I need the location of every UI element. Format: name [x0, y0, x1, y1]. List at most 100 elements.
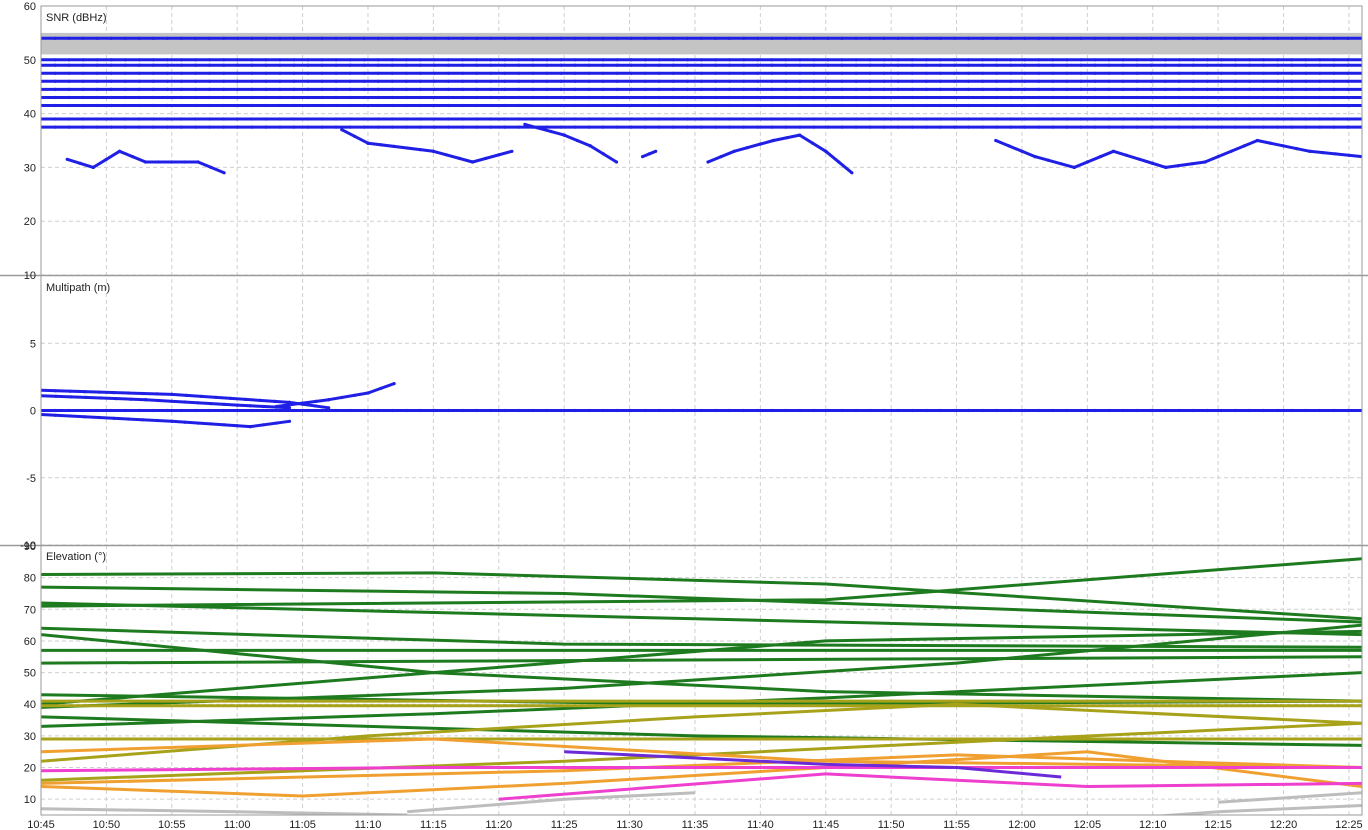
snr-point: [826, 71, 830, 75]
snr-point: [292, 87, 296, 91]
y-tick-label: 60: [24, 636, 36, 648]
elevation-series-7: [41, 655, 1362, 665]
snr-point: [432, 103, 437, 108]
snr-point: [882, 87, 886, 91]
snr-point: [390, 95, 394, 100]
snr-point: [123, 103, 127, 108]
multipath-point: [1304, 408, 1308, 413]
multipath-point: [209, 402, 213, 406]
snr-point: [1219, 125, 1224, 129]
snr-point: [671, 87, 676, 91]
x-tick-label: 12:10: [1139, 819, 1167, 830]
snr-point: [1065, 95, 1069, 100]
snr-point: [1276, 36, 1280, 40]
snr-point: [882, 95, 886, 100]
snr-point: [910, 125, 914, 129]
multipath-point: [114, 397, 118, 401]
snr-point: [418, 58, 422, 62]
snr-point: [924, 125, 929, 129]
snr-point: [770, 95, 774, 100]
snr-point: [924, 71, 929, 75]
snr-point: [1023, 58, 1027, 62]
snr-point: [1248, 79, 1252, 83]
plot-border: [40, 5, 1363, 816]
elevation-series-17: [41, 721, 1362, 782]
snr-point: [714, 117, 718, 121]
snr-point: [418, 117, 422, 121]
snr-point: [573, 63, 577, 67]
snr-point: [418, 87, 422, 91]
snr-point: [601, 103, 605, 108]
snr-point: [559, 87, 563, 91]
snr-point: [1093, 58, 1097, 62]
multipath-point: [97, 415, 101, 420]
snr-point: [517, 103, 521, 108]
snr-point: [517, 87, 521, 91]
multipath-point: [274, 421, 278, 425]
snr-point: [910, 63, 914, 67]
snr-point: [728, 117, 732, 121]
multipath-point: [184, 393, 189, 397]
multipath-point: [68, 414, 72, 418]
snr-point: [264, 95, 268, 100]
snr-point: [1290, 125, 1294, 129]
snr-point: [222, 71, 226, 75]
snr-point: [784, 117, 788, 121]
snr-point: [1233, 58, 1238, 62]
snr-point: [798, 125, 802, 129]
y-tick-label: 5: [30, 338, 36, 350]
snr-point: [53, 95, 57, 100]
snr-point: [123, 63, 127, 67]
snr-point: [376, 63, 380, 67]
elevation-series-2: [41, 557, 1362, 608]
snr-point: [1093, 63, 1097, 67]
snr-point: [1107, 36, 1111, 40]
snr-point: [1248, 125, 1252, 129]
snr-point: [629, 36, 633, 40]
snr-point: [250, 36, 254, 40]
snr-point: [1033, 155, 1037, 159]
snr-point: [629, 87, 633, 91]
snr-point: [629, 125, 633, 129]
snr-point: [222, 95, 226, 100]
snr-point: [896, 87, 900, 91]
snr-point: [1290, 79, 1294, 83]
snr-point: [334, 58, 338, 62]
snr-point: [1065, 117, 1069, 121]
snr-point: [1037, 79, 1041, 83]
snr-point: [1262, 71, 1266, 75]
snr-point: [137, 125, 141, 129]
multipath-point: [882, 408, 886, 413]
snr-point: [1009, 63, 1013, 67]
snr-point: [868, 58, 872, 62]
snr-point: [1009, 95, 1013, 100]
multipath-point: [840, 408, 844, 413]
multipath-point: [798, 408, 802, 413]
snr-point: [236, 79, 240, 83]
snr-point: [770, 79, 774, 83]
multipath-point: [235, 403, 239, 407]
snr-point: [587, 63, 591, 67]
snr-point: [1149, 79, 1153, 83]
multipath-point: [587, 408, 591, 413]
elevation-series-21: [41, 766, 1362, 773]
snr-point: [432, 87, 437, 91]
snr-point: [137, 58, 141, 62]
snr-point: [1304, 117, 1308, 121]
snr-point: [685, 95, 690, 100]
snr-point: [196, 160, 200, 164]
multipath-point: [559, 408, 563, 413]
snr-point: [53, 36, 57, 40]
snr-point: [910, 71, 914, 75]
snr-point: [418, 125, 422, 129]
snr-point: [165, 87, 170, 91]
snr-point: [643, 36, 647, 40]
x-tick-labels: 10:45 10:50 10:55 11:00 11:05 11:10 11:15 11:20…: [27, 819, 1362, 830]
snr-point: [264, 63, 268, 67]
snr-point: [95, 117, 99, 121]
snr-point: [966, 71, 971, 75]
snr-point: [559, 36, 563, 40]
snr-point: [194, 79, 198, 83]
snr-point: [208, 71, 212, 75]
elevation-series-10: [41, 623, 1362, 709]
